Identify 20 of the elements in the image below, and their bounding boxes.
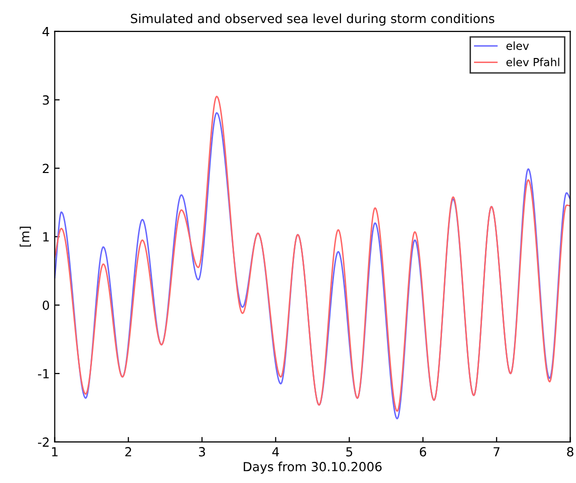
x-tick-label: 8 <box>567 447 574 456</box>
x-tick-label: 5 <box>346 447 352 456</box>
y-tick-label: 2 <box>42 164 49 173</box>
legend-label: elev Pfahl <box>506 58 560 66</box>
y-axis-title: [m] <box>20 226 31 247</box>
x-tick-label: 2 <box>125 447 132 456</box>
y-tick-label: 1 <box>43 232 49 242</box>
x-tick-label: 3 <box>198 447 205 456</box>
x-tick-label: 6 <box>420 447 426 456</box>
x-tick-label: 4 <box>272 447 279 456</box>
x-tick-label: 1 <box>52 447 58 456</box>
y-tick-label: 3 <box>42 95 49 105</box>
y-tick-label: 4 <box>42 27 50 36</box>
y-tick-label: -1 <box>38 369 49 378</box>
y-tick-label: -2 <box>38 437 49 447</box>
chart-title: Simulated and observed sea level during storm conditions <box>130 14 494 26</box>
x-axis-title: Days from 30.10.2006 <box>244 462 382 474</box>
x-tick-label: 7 <box>494 447 500 456</box>
y-tick-label: 0 <box>42 300 50 310</box>
legend-label: elev <box>506 41 529 50</box>
